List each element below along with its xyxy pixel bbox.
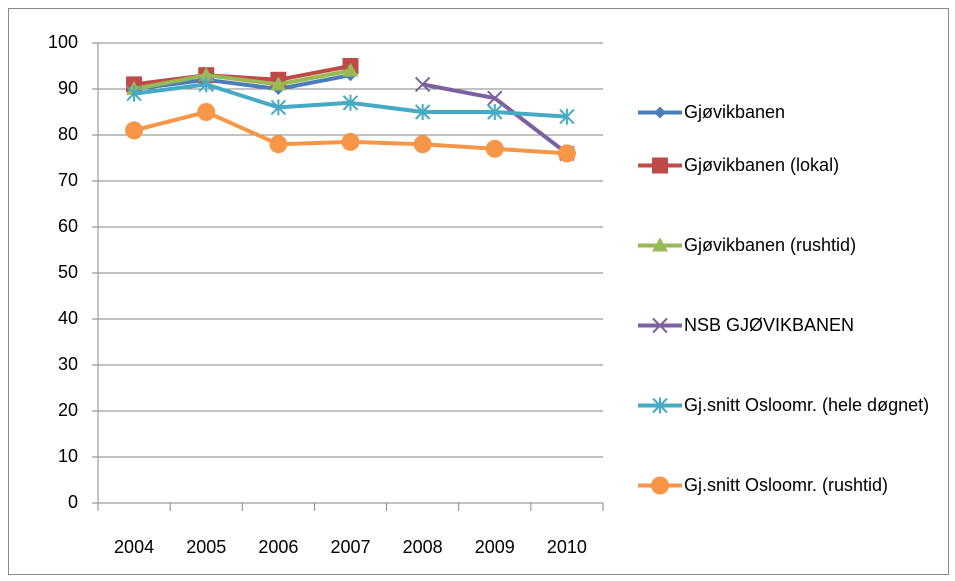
legend-entry: NSB GJØVIKBANEN	[636, 313, 942, 338]
marker	[487, 104, 503, 120]
legend-label: Gjøvikbanen	[684, 102, 786, 122]
marker	[651, 476, 669, 495]
marker	[341, 132, 360, 151]
legend-icon	[638, 476, 682, 495]
y-tick-label: 40	[58, 308, 78, 328]
legend-entry: Gj.snitt Osloomr. (rushtid)	[636, 473, 942, 498]
y-tick-label: 80	[58, 124, 78, 144]
legend-icon	[638, 157, 682, 174]
marker	[652, 317, 668, 334]
y-tick-label: 100	[48, 32, 78, 52]
y-tick-label: 90	[58, 78, 78, 98]
legend-label: Gjøvikbanen (lokal)	[684, 155, 840, 175]
marker	[487, 90, 503, 106]
marker	[652, 237, 668, 252]
legend-icon	[638, 106, 682, 119]
marker	[270, 99, 287, 116]
marker	[270, 76, 287, 91]
legend-entry: Gjøvikbanen (lokal)	[636, 153, 942, 178]
legend-icon	[638, 237, 682, 252]
marker	[557, 144, 576, 163]
marker	[269, 135, 288, 154]
marker	[652, 157, 668, 174]
marker	[342, 94, 359, 111]
marker	[198, 67, 215, 82]
marker	[126, 85, 142, 102]
legend-icon	[638, 397, 682, 414]
marker	[125, 121, 144, 140]
x-tick-label: 2009	[475, 537, 515, 557]
marker	[654, 106, 666, 119]
marker	[342, 62, 359, 77]
x-tick-label: 2008	[403, 537, 443, 557]
marker	[485, 139, 504, 158]
x-tick-label: 2007	[330, 537, 370, 557]
marker	[652, 397, 668, 414]
marker	[414, 76, 431, 93]
marker	[414, 104, 431, 120]
x-tick-label: 2004	[114, 537, 154, 557]
y-tick-label: 50	[58, 262, 78, 282]
y-tick-label: 0	[68, 492, 78, 512]
legend-label: Gjøvikbanen (rushtid)	[684, 235, 857, 255]
legend-entry: Gjøvikbanen (rushtid)	[636, 233, 942, 258]
y-tick-label: 20	[58, 400, 78, 420]
series-line	[133, 68, 351, 91]
legend-entry: Gjøvikbanen	[636, 100, 942, 125]
chart-border	[8, 8, 949, 575]
y-tick-label: 10	[58, 446, 78, 466]
marker	[413, 135, 432, 154]
marker	[197, 103, 216, 121]
marker	[198, 76, 214, 93]
legend-entry: Gj.snitt Osloomr. (hele døgnet)	[636, 393, 942, 418]
series-line	[133, 64, 351, 87]
legend-label: NSB GJØVIKBANEN	[684, 315, 855, 335]
series-line	[133, 73, 351, 91]
legend-label: Gj.snitt Osloomr. (hele døgnet)	[684, 395, 930, 415]
legend-icon	[638, 317, 682, 334]
legend-label: Gj.snitt Osloomr. (rushtid)	[684, 475, 889, 495]
y-tick-label: 70	[58, 170, 78, 190]
x-tick-label: 2010	[547, 537, 587, 557]
x-tick-label: 2005	[186, 537, 226, 557]
y-tick-label: 30	[58, 354, 78, 374]
marker	[559, 108, 575, 125]
x-tick-label: 2006	[258, 537, 298, 557]
y-tick-label: 60	[58, 216, 78, 236]
